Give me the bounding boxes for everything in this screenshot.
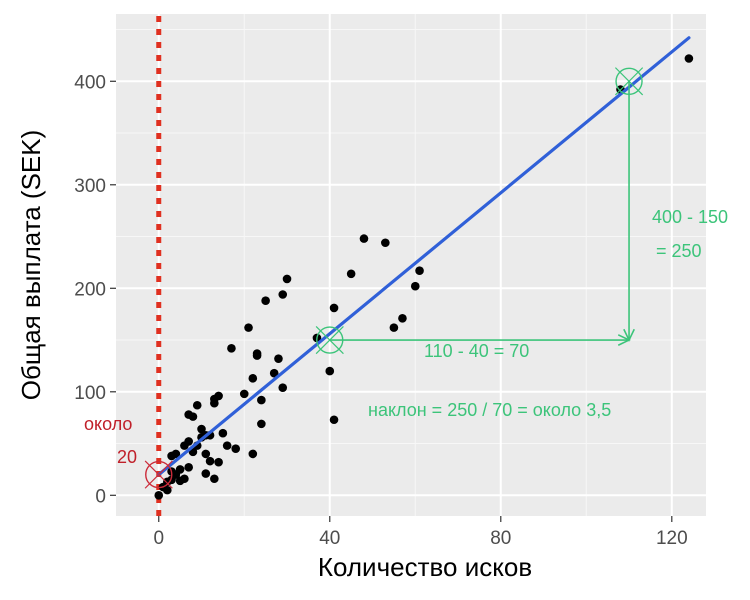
data-point [239, 389, 249, 399]
data-point [325, 366, 335, 376]
data-point [192, 400, 202, 410]
data-point [184, 437, 193, 446]
data-point [197, 424, 206, 434]
circle-x-marker [144, 460, 173, 489]
arrow-head [623, 328, 635, 342]
data-point [201, 449, 211, 459]
x-tick-label: 0 [153, 528, 164, 549]
data-point [261, 296, 270, 306]
data-point [389, 323, 399, 332]
data-point [257, 419, 266, 429]
data-point [415, 266, 424, 275]
circle-x-marker [614, 67, 644, 96]
data-point [278, 383, 288, 392]
data-point [214, 391, 223, 401]
data-point [248, 449, 258, 459]
intercept-label-line2: 20 [117, 447, 137, 467]
data-point [248, 374, 258, 383]
y-tick-label: 300 [74, 176, 106, 197]
rise-label-line2: = 250 [656, 241, 702, 261]
data-point [359, 234, 369, 243]
data-point [231, 444, 241, 454]
intercept-label-line1: около [84, 414, 132, 434]
fit-line [157, 36, 691, 477]
data-point [175, 465, 185, 474]
y-tick-label: 0 [95, 486, 106, 507]
data-point [278, 290, 288, 299]
marker-circle [316, 326, 344, 354]
slope-arrows [329, 81, 635, 346]
data-point [269, 368, 279, 378]
marker-x [315, 325, 344, 355]
data-point [410, 281, 420, 291]
data-point [252, 349, 262, 358]
data-point [188, 412, 198, 421]
data-point [171, 449, 181, 459]
data-point [329, 415, 339, 425]
data-point [180, 474, 189, 484]
x-axis-title: Количество исков [318, 552, 532, 582]
marker-x [144, 460, 173, 489]
circle-x-marker [315, 325, 344, 355]
data-point [154, 490, 164, 500]
run-label: 110 - 40 = 70 [424, 341, 529, 361]
y-tick-label: 200 [74, 279, 106, 300]
x-tick-label: 40 [319, 528, 340, 549]
data-point [163, 485, 172, 495]
x-tick-label: 80 [490, 528, 511, 549]
data-point [218, 428, 228, 438]
data-point [274, 354, 283, 363]
y-tick-label: 400 [74, 72, 106, 93]
x-tick-label: 120 [656, 528, 688, 549]
regression-line [157, 36, 691, 477]
data-point [346, 269, 356, 279]
data-point [257, 395, 266, 405]
marker-circle [615, 67, 643, 95]
marker-circle [145, 460, 173, 489]
data-point [222, 441, 232, 450]
data-point [684, 54, 694, 63]
data-point [214, 457, 223, 467]
data-point [398, 314, 407, 323]
y-axis-title: Общая выплата (SEK) [16, 130, 46, 401]
slope-label: наклон = 250 / 70 = около 3,5 [368, 400, 611, 420]
y-axis: 0 100 200 300 400 [74, 72, 116, 507]
data-point [201, 469, 211, 478]
data-point [205, 456, 215, 466]
y-tick-label: 100 [74, 383, 106, 404]
data-point [282, 274, 292, 284]
x-axis: 0 40 80 120 [153, 516, 688, 549]
data-point [210, 474, 219, 484]
data-point [227, 344, 236, 353]
marker-x [614, 67, 644, 96]
data-point [184, 463, 193, 472]
data-point [244, 323, 253, 332]
rise-label-line1: 400 - 150 [652, 207, 728, 227]
data-point [329, 303, 339, 313]
circle-markers [144, 67, 644, 489]
data-point [381, 238, 390, 248]
